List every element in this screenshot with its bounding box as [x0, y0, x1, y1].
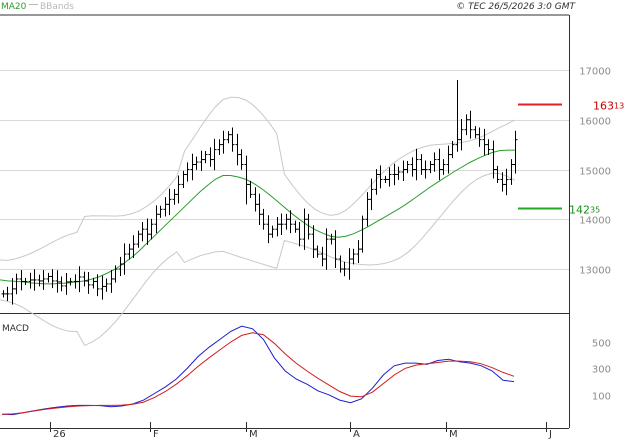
macd-axis-label: 100 — [592, 392, 611, 403]
time-axis-label: J — [548, 429, 552, 440]
time-axis-label: F — [153, 429, 159, 440]
bbands-lower — [0, 172, 516, 347]
macd-title: MACD — [2, 324, 29, 334]
macd-axis-label: 300 — [592, 365, 611, 376]
time-axis: 26 F M A M J — [50, 422, 552, 440]
bbands-upper — [0, 96, 516, 261]
price-gridlines — [0, 70, 569, 270]
macd-signal-line — [1, 332, 515, 415]
time-axis-label: A — [353, 429, 360, 440]
price-axis-label: 15000 — [579, 167, 611, 178]
price-axis-labels: 13000 14000 15000 16000 17000 — [579, 67, 611, 277]
copyright: © TEC 26/5/2026 3:0 GMT — [456, 2, 576, 12]
ohlc-bars — [1, 79, 518, 305]
time-axis-label: M — [449, 429, 458, 440]
price-axis-label: 13000 — [579, 266, 611, 277]
macd-axis-label: 500 — [592, 339, 611, 350]
resistance-label: 16313 — [593, 100, 624, 113]
macd-lines — [1, 325, 515, 416]
price-axis-label: 16000 — [579, 117, 611, 128]
bollinger-bands — [0, 96, 516, 347]
support-label: 14235 — [569, 204, 600, 217]
price-panel: 13000 14000 15000 16000 17000 16313 14235 — [0, 14, 624, 429]
bbands-legend-swatch — [29, 4, 38, 5]
time-axis-label: M — [249, 429, 258, 440]
price-levels: 16313 14235 — [518, 100, 624, 217]
ma20-legend: MA20 — [1, 2, 27, 12]
macd-macd-line — [1, 325, 515, 416]
macd-axis-labels: 100 300 500 — [592, 339, 611, 403]
macd-panel: MACD 100 300 500 — [1, 324, 611, 416]
bbands-legend: BBands — [40, 2, 74, 12]
price-axis-label: 14000 — [579, 216, 611, 227]
price-axis-label: 17000 — [579, 67, 611, 78]
time-axis-label: 26 — [53, 429, 66, 440]
